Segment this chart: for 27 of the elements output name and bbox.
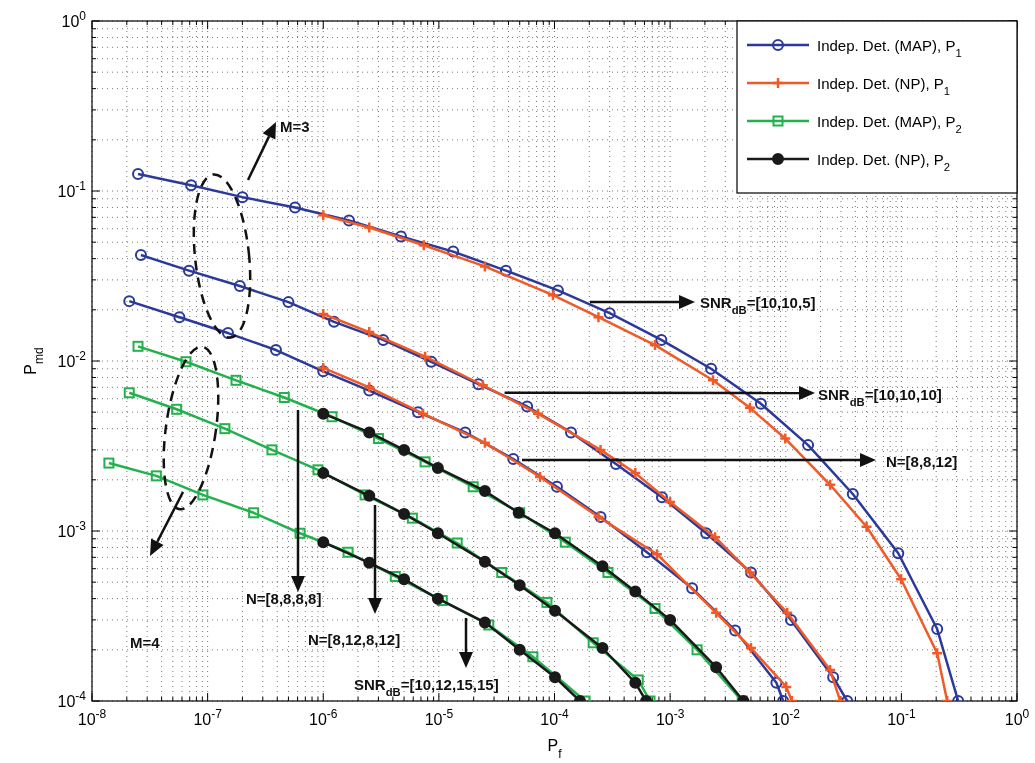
x-axis-title: P$_{f}$ — [547, 737, 563, 761]
annotation: N=[8,12,8,12] — [308, 631, 401, 648]
x-tick-label: 10$^{-4}$ — [540, 707, 570, 728]
x-tick-label: 10$^{0}$ — [1004, 707, 1030, 728]
legend-label: Indep. Det. (NP), P$_{2}$ — [817, 151, 950, 173]
annotation: SNR$_{dB}$=[10,10,5] — [700, 294, 816, 316]
y-tick-label: 10$^{-1}$ — [57, 179, 87, 200]
x-tick-label: 10$^{-5}$ — [424, 707, 454, 728]
y-tick-label: 10$^{-4}$ — [57, 689, 87, 710]
annotation: M=3 — [280, 118, 310, 135]
x-tick-label: 10$^{-6}$ — [309, 707, 338, 728]
x-tick-label: 10$^{-2}$ — [771, 707, 801, 728]
x-tick-label: 10$^{-7}$ — [193, 707, 223, 728]
y-tick-label: 10$^{-2}$ — [57, 349, 87, 370]
legend-label: Indep. Det. (NP), P$_{1}$ — [817, 75, 950, 97]
y-tick-label: 10$^{-3}$ — [57, 519, 87, 540]
annotation: SNR$_{dB}$=[10,10,10] — [818, 386, 942, 408]
x-tick-label: 10$^{-3}$ — [655, 707, 685, 728]
x-tick-label: 10$^{-8}$ — [77, 707, 107, 728]
legend-label: Indep. Det. (MAP), P$_{1}$ — [817, 37, 962, 59]
legend-label: Indep. Det. (MAP), P$_{2}$ — [817, 113, 962, 135]
x-tick-label: 10$^{-1}$ — [887, 707, 916, 728]
annotation: M=4 — [130, 634, 161, 651]
y-tick-label: 10$^{0}$ — [61, 9, 87, 30]
annotation: N=[8,8,12] — [886, 453, 958, 470]
annotation: N=[8,8,8,8] — [246, 590, 322, 607]
annotation: SNR$_{dB}$=[10,12,15,15] — [354, 676, 499, 698]
